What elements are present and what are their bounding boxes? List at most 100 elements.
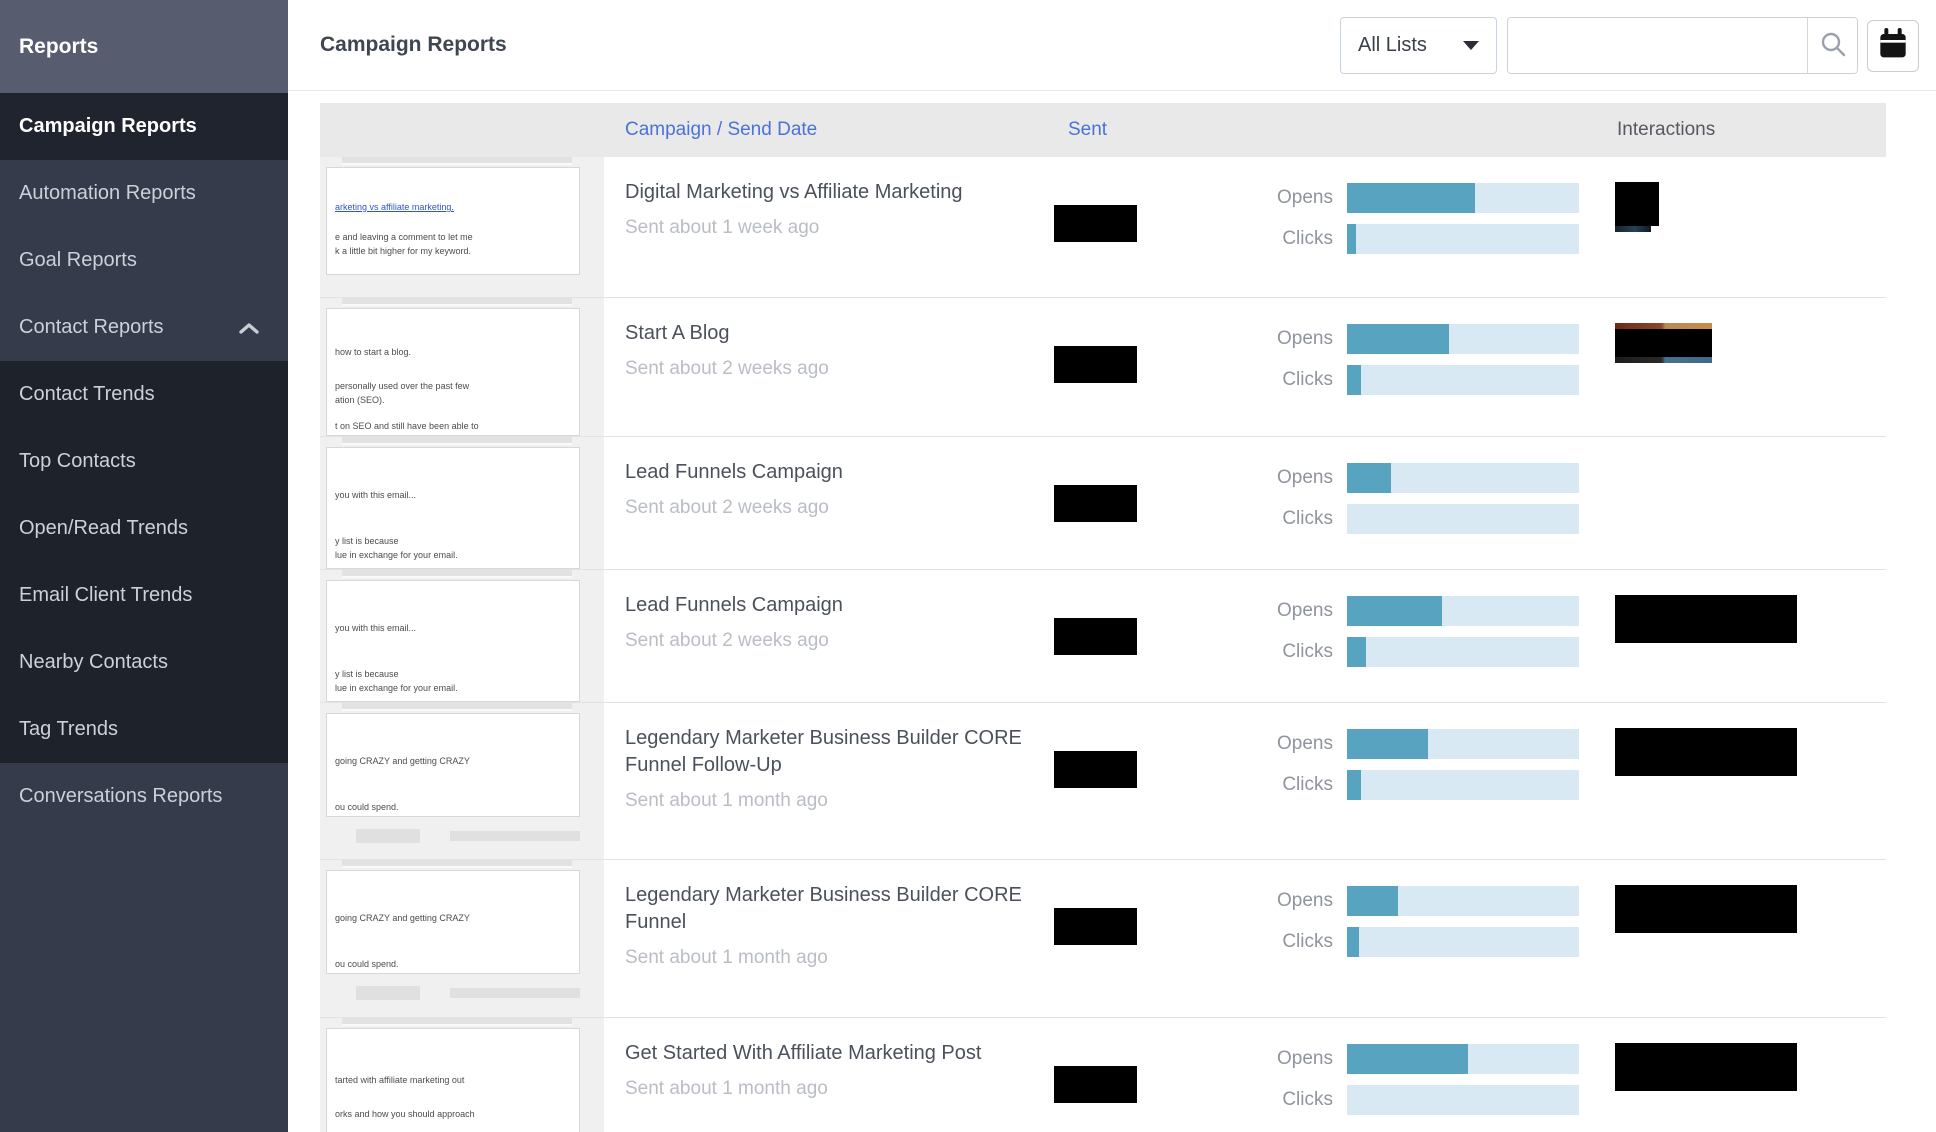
sidebar-item-campaign-reports[interactable]: Campaign Reports bbox=[0, 93, 288, 160]
email-preview-card: arketing vs affiliate marketing. e and l… bbox=[326, 167, 580, 275]
interactions-redacted bbox=[1615, 728, 1797, 776]
metrics-cell: Opens Clicks bbox=[1244, 437, 1579, 569]
campaign-row[interactable]: you with this email... y list is because… bbox=[320, 437, 1886, 570]
metrics-cell: Opens Clicks bbox=[1244, 860, 1579, 1017]
sidebar-item-contact-reports[interactable]: Contact Reports bbox=[0, 294, 288, 361]
column-interactions: Interactions bbox=[1617, 119, 1716, 140]
interactions-redacted bbox=[1615, 323, 1712, 363]
thumbnail-page-edge bbox=[342, 703, 572, 711]
email-thumbnail[interactable]: going CRAZY and getting CRAZY ou could s… bbox=[320, 860, 604, 1017]
opens-label: Opens bbox=[1277, 328, 1333, 349]
topbar-controls: All Lists bbox=[1340, 0, 1919, 91]
search-input[interactable] bbox=[1508, 18, 1807, 73]
search-button[interactable] bbox=[1808, 18, 1857, 73]
interactions-cell bbox=[1579, 860, 1886, 1017]
sent-count-cell bbox=[1054, 437, 1244, 569]
metrics-cell: Opens Clicks bbox=[1244, 1018, 1579, 1132]
campaign-sent-date: Sent about 1 week ago bbox=[625, 217, 820, 238]
opens-label: Opens bbox=[1277, 890, 1333, 911]
opens-bar bbox=[1347, 729, 1579, 759]
clicks-bar bbox=[1347, 770, 1579, 800]
clicks-label: Clicks bbox=[1282, 369, 1333, 390]
clicks-bar bbox=[1347, 637, 1579, 667]
campaign-title[interactable]: Get Started With Affiliate Marketing Pos… bbox=[625, 1042, 982, 1064]
email-thumbnail[interactable]: you with this email... y list is because… bbox=[320, 570, 604, 702]
column-sent[interactable]: Sent bbox=[1068, 119, 1108, 140]
sidebar-item-goal-reports[interactable]: Goal Reports bbox=[19, 249, 137, 271]
email-preview-card: going CRAZY and getting CRAZY ou could s… bbox=[326, 870, 580, 974]
campaign-row[interactable]: you with this email... y list is because… bbox=[320, 570, 1886, 703]
clicks-label: Clicks bbox=[1282, 1089, 1333, 1110]
chevron-down-icon bbox=[1463, 41, 1479, 50]
campaign-sent-date: Sent about 2 weeks ago bbox=[625, 358, 829, 379]
table-header: Campaign / Send Date Sent Interactions bbox=[320, 103, 1886, 157]
thumbnail-placeholder-bars bbox=[356, 986, 580, 1000]
clicks-bar bbox=[1347, 224, 1579, 254]
email-thumbnail[interactable]: going CRAZY and getting CRAZY ou could s… bbox=[320, 703, 604, 859]
sidebar-item-top-contacts[interactable]: Top Contacts bbox=[19, 450, 136, 472]
campaign-title[interactable]: Legendary Marketer Business Builder CORE… bbox=[625, 884, 1022, 933]
clicks-bar bbox=[1347, 1085, 1579, 1115]
sent-count-redacted bbox=[1054, 485, 1137, 522]
campaign-row[interactable]: arketing vs affiliate marketing. e and l… bbox=[320, 157, 1886, 298]
sent-count-cell bbox=[1054, 703, 1244, 859]
sent-count-cell bbox=[1054, 570, 1244, 702]
clicks-label: Clicks bbox=[1282, 641, 1333, 662]
calendar-icon bbox=[1877, 28, 1909, 63]
date-range-button[interactable] bbox=[1867, 19, 1919, 72]
campaign-info: Legendary Marketer Business Builder CORE… bbox=[604, 860, 1054, 1017]
sidebar-item-tag-trends[interactable]: Tag Trends bbox=[19, 718, 118, 740]
sidebar-item-automation-reports[interactable]: Automation Reports bbox=[19, 182, 196, 204]
campaign-row[interactable]: tarted with affiliate marketing out orks… bbox=[320, 1018, 1886, 1132]
campaign-table: Campaign / Send Date Sent Interactions a… bbox=[320, 103, 1886, 1132]
email-thumbnail[interactable]: arketing vs affiliate marketing. e and l… bbox=[320, 157, 604, 297]
opens-label: Opens bbox=[1277, 733, 1333, 754]
sidebar-item-nearby-contacts[interactable]: Nearby Contacts bbox=[19, 651, 168, 673]
list-filter-value: All Lists bbox=[1358, 34, 1427, 56]
clicks-label: Clicks bbox=[1282, 774, 1333, 795]
email-thumbnail[interactable]: tarted with affiliate marketing out orks… bbox=[320, 1018, 604, 1132]
campaign-info: Digital Marketing vs Affiliate Marketing… bbox=[604, 157, 1054, 297]
campaign-title[interactable]: Lead Funnels Campaign bbox=[625, 594, 843, 616]
email-thumbnail[interactable]: how to start a blog. personally used ove… bbox=[320, 298, 604, 436]
opens-bar bbox=[1347, 463, 1579, 493]
sidebar-item-open-read-trends[interactable]: Open/Read Trends bbox=[19, 517, 188, 539]
sent-count-cell bbox=[1054, 157, 1244, 297]
email-thumbnail[interactable]: you with this email... y list is because… bbox=[320, 437, 604, 569]
campaign-row[interactable]: going CRAZY and getting CRAZY ou could s… bbox=[320, 703, 1886, 860]
opens-bar bbox=[1347, 183, 1579, 213]
chevron-up-icon bbox=[238, 321, 260, 335]
column-campaign-send-date[interactable]: Campaign / Send Date bbox=[625, 119, 818, 140]
campaign-info: Start A Blog Sent about 2 weeks ago bbox=[604, 298, 1054, 436]
interactions-redacted bbox=[1615, 182, 1659, 232]
sidebar-nav: Campaign Reports Automation Reports Goal… bbox=[0, 93, 288, 830]
opens-label: Opens bbox=[1277, 600, 1333, 621]
main-content: Campaign Reports All Lists bbox=[288, 0, 1936, 1132]
sidebar-item-conversations-reports[interactable]: Conversations Reports bbox=[19, 785, 223, 807]
sidebar-header: Reports bbox=[0, 0, 288, 93]
campaign-title[interactable]: Lead Funnels Campaign bbox=[625, 461, 843, 483]
interactions-redacted bbox=[1615, 595, 1797, 643]
sent-count-redacted bbox=[1054, 1066, 1137, 1103]
sidebar-item-email-client-trends[interactable]: Email Client Trends bbox=[19, 584, 193, 606]
metrics-cell: Opens Clicks bbox=[1244, 570, 1579, 702]
sidebar-item-contact-trends[interactable]: Contact Trends bbox=[19, 383, 155, 405]
campaign-sent-date: Sent about 2 weeks ago bbox=[625, 630, 829, 651]
sent-count-redacted bbox=[1054, 205, 1137, 242]
campaign-title[interactable]: Legendary Marketer Business Builder CORE… bbox=[625, 727, 1022, 776]
interactions-cell bbox=[1579, 1018, 1886, 1132]
search-icon bbox=[1819, 30, 1847, 61]
thumbnail-page-edge bbox=[342, 860, 572, 868]
sidebar-subgroup-contact-reports: Contact Trends Top Contacts Open/Read Tr… bbox=[0, 361, 288, 763]
opens-bar bbox=[1347, 1044, 1579, 1074]
campaign-title[interactable]: Start A Blog bbox=[625, 322, 730, 344]
campaign-title[interactable]: Digital Marketing vs Affiliate Marketing bbox=[625, 181, 963, 203]
campaign-info: Lead Funnels Campaign Sent about 2 weeks… bbox=[604, 437, 1054, 569]
campaign-row[interactable]: how to start a blog. personally used ove… bbox=[320, 298, 1886, 437]
list-filter-select[interactable]: All Lists bbox=[1340, 17, 1497, 74]
email-preview-card: you with this email... y list is because… bbox=[326, 447, 580, 569]
thumbnail-page-edge bbox=[342, 298, 572, 306]
metrics-cell: Opens Clicks bbox=[1244, 703, 1579, 859]
campaign-row[interactable]: going CRAZY and getting CRAZY ou could s… bbox=[320, 860, 1886, 1018]
opens-label: Opens bbox=[1277, 1048, 1333, 1069]
